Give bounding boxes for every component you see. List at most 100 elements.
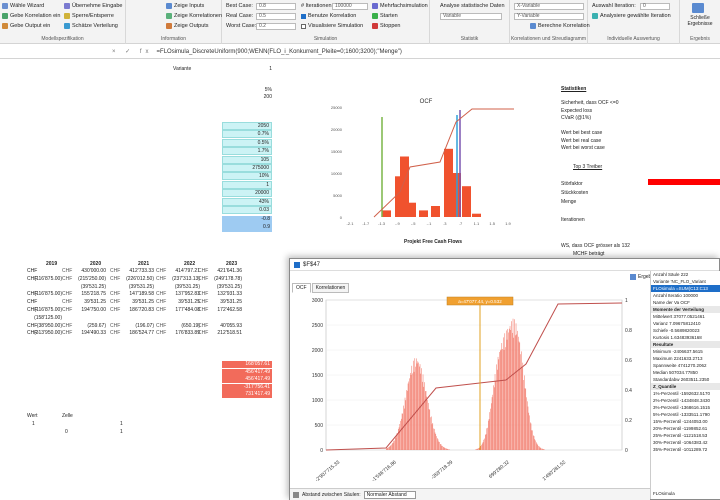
cell-value[interactable]: 1: [32, 421, 35, 427]
close-results-icon-wrap[interactable]: [692, 3, 706, 13]
iteration-input[interactable]: 0: [640, 3, 670, 10]
ribbon-item-output[interactable]: Gebe Output ein: [2, 23, 50, 29]
corr-cell[interactable]: 0.9: [222, 224, 272, 232]
cell-value[interactable]: 0: [65, 429, 68, 435]
cashflow-cell[interactable]: (116'875.00): [34, 307, 62, 313]
panel-row[interactable]: 2%-Perzentil -1434848.3430: [653, 398, 711, 403]
panel-row[interactable]: Mittelwert 37077.0521461: [653, 314, 705, 319]
formula-icons[interactable]: × ✓ fx: [112, 49, 153, 55]
cashflow-cell[interactable]: 155'218.75: [81, 291, 106, 298]
cashflow-cell[interactable]: 39'531.25: [132, 299, 154, 306]
panel-row[interactable]: 15%-Perzentil -1244053.00: [653, 419, 708, 424]
ribbon-item-estimate[interactable]: Schätze Verteilung: [64, 23, 118, 29]
cashflow-cell[interactable]: 414'797.21: [175, 268, 200, 274]
cashflow-cell[interactable]: 39'531.25: [220, 299, 242, 306]
cashflow-cell[interactable]: (39'531.25): [174, 283, 200, 290]
cashflow-cell[interactable]: (650.19): [181, 322, 200, 329]
input-cell[interactable]: 10%: [222, 172, 272, 181]
panel-row[interactable]: 5%-Perzentil -1333511.1790: [653, 412, 710, 417]
stop-button[interactable]: Stoppen: [372, 23, 401, 29]
panel-row[interactable]: Maximum 2241633.2713: [653, 356, 703, 361]
cashflow-cell[interactable]: 40'055.93: [220, 322, 242, 329]
cashflow-cell[interactable]: (237'313.13): [172, 275, 200, 282]
result-cell[interactable]: 456'417.49: [222, 376, 272, 383]
ribbon-item-lock[interactable]: Sperre/Entsperre: [64, 13, 114, 19]
cashflow-cell[interactable]: (313'950.00): [34, 330, 62, 337]
cashflow-cell[interactable]: 194'490.33: [81, 330, 106, 337]
result-cell[interactable]: 456'417.49: [222, 368, 272, 376]
input-cell[interactable]: 43%: [222, 197, 272, 206]
iterations-input[interactable]: 100000: [332, 3, 368, 10]
panel-row[interactable]: Median 507034.77850: [653, 370, 698, 375]
panel-row[interactable]: Schiefe -0.5689820023: [653, 328, 700, 333]
panel-row[interactable]: 20%-Perzentil -1199852.61: [653, 426, 708, 431]
panel-row[interactable]: 30%-Perzentil -1064383.42: [653, 440, 708, 445]
panel-row[interactable]: Anzahl Iteratio 100000: [653, 293, 699, 298]
panel-row[interactable]: Standardabw 2603511.2350: [653, 377, 710, 382]
result-window[interactable]: $F$47 OCF Korrelationen Ergebnisse speic…: [289, 258, 720, 500]
stat-variable-select[interactable]: Variable: [440, 13, 502, 20]
cell-value[interactable]: 200: [263, 94, 272, 100]
cashflow-cell[interactable]: 132'931.33: [217, 291, 242, 298]
x-variable-select[interactable]: X-Variable: [514, 3, 584, 10]
cashflow-cell[interactable]: (39'531.25): [80, 283, 106, 290]
panel-row[interactable]: Kurtosis 1.63483936168: [653, 335, 702, 340]
cashflow-cell[interactable]: (39'531.25): [216, 283, 242, 290]
tab-correlations[interactable]: Korrelationen: [311, 283, 350, 293]
input-cell[interactable]: 1: [222, 180, 272, 189]
cashflow-cell[interactable]: (158'125.00): [34, 314, 62, 321]
analyze-iteration-button[interactable]: Analysiere gewählte Iteration: [592, 13, 671, 19]
cashflow-cell[interactable]: (196.07): [135, 322, 154, 329]
input-cell[interactable]: 105: [222, 155, 272, 164]
cashflow-cell[interactable]: 430'000.00: [81, 268, 106, 274]
ribbon-item-correlation[interactable]: Gebe Korrelation ein: [2, 13, 60, 19]
panel-row[interactable]: Name der Va OCF: [653, 300, 690, 305]
cashflow-cell[interactable]: 176'833.89: [175, 330, 200, 337]
panel-row[interactable]: Variante 'NC_FLO_Variant: [653, 279, 706, 284]
input-cell[interactable]: 1.7%: [222, 147, 272, 156]
cashflow-cell[interactable]: (116'875.00): [34, 275, 62, 282]
bar-gap-select[interactable]: Normaler Abstand: [363, 490, 416, 499]
panel-row[interactable]: Varianz 7.09675812410: [653, 321, 701, 326]
ribbon-item-show-corr[interactable]: Zeige Korrelationen: [166, 13, 222, 19]
panel-row[interactable]: Minimum -2406637.5615: [653, 349, 703, 354]
cell-value[interactable]: 5%: [264, 87, 272, 93]
cashflow-cell[interactable]: 412'733.33: [129, 268, 154, 274]
input-cell[interactable]: 2050: [222, 122, 272, 130]
corr-cell[interactable]: -0.8: [222, 216, 272, 224]
cell-value[interactable]: 1: [120, 421, 123, 427]
panel-row[interactable]: 1%-Perzentil -1592632.5170: [653, 391, 711, 396]
variante-value[interactable]: 1: [269, 66, 272, 72]
cashflow-cell[interactable]: (39'531.25): [128, 283, 154, 290]
panel-row[interactable]: 3%-Perzentil -1368616.1515: [653, 405, 711, 410]
result-cell[interactable]: 731'417.49: [222, 391, 272, 398]
worst-case-input[interactable]: 0.2: [256, 23, 296, 30]
result-cell[interactable]: -317'756.41: [222, 383, 272, 391]
best-case-input[interactable]: 0.8: [256, 3, 296, 10]
ribbon-item-take-input[interactable]: Übernehme Eingabe: [64, 3, 122, 9]
input-cell[interactable]: 20000: [222, 189, 272, 198]
panel-row[interactable]: Spannweite 4741270.2062: [653, 363, 707, 368]
input-cell[interactable]: 0.7%: [222, 130, 272, 139]
input-cell[interactable]: 0.03: [222, 206, 272, 214]
real-case-input[interactable]: 0.5: [256, 13, 296, 20]
cashflow-cell[interactable]: (226'012.50): [126, 275, 154, 282]
ribbon-item-show-outputs[interactable]: Zeige Outputs: [166, 23, 209, 29]
cashflow-cell[interactable]: (38'950.00): [36, 322, 62, 329]
cashflow-cell[interactable]: 186'720.83: [129, 307, 154, 313]
cashflow-cell[interactable]: 186'524.77: [129, 330, 154, 337]
start-button[interactable]: Starten: [372, 13, 398, 19]
cashflow-cell[interactable]: 177'484.08: [175, 307, 200, 313]
cashflow-cell[interactable]: 194'750.00: [81, 307, 106, 313]
cashflow-cell[interactable]: 39'531.25: [178, 299, 200, 306]
y-variable-select[interactable]: Y-Variable: [514, 13, 584, 20]
formula-input[interactable]: =FLOsimula_DiscreteUniform(900;WENN(FLO_…: [156, 48, 402, 55]
settings-icon[interactable]: [293, 491, 299, 498]
cashflow-cell[interactable]: 137'952.83: [175, 291, 200, 298]
cashflow-cell[interactable]: (249'178.78): [214, 275, 242, 282]
visualize-checkbox[interactable]: Visualisiere Simulation: [301, 23, 363, 29]
panel-row[interactable]: 25%-Perzentil -1121518.53: [653, 433, 708, 438]
window-titlebar[interactable]: $F$47: [290, 259, 719, 271]
cashflow-cell[interactable]: 421'641.36: [217, 268, 242, 274]
result-cell[interactable]: 168'057.61: [222, 361, 272, 368]
